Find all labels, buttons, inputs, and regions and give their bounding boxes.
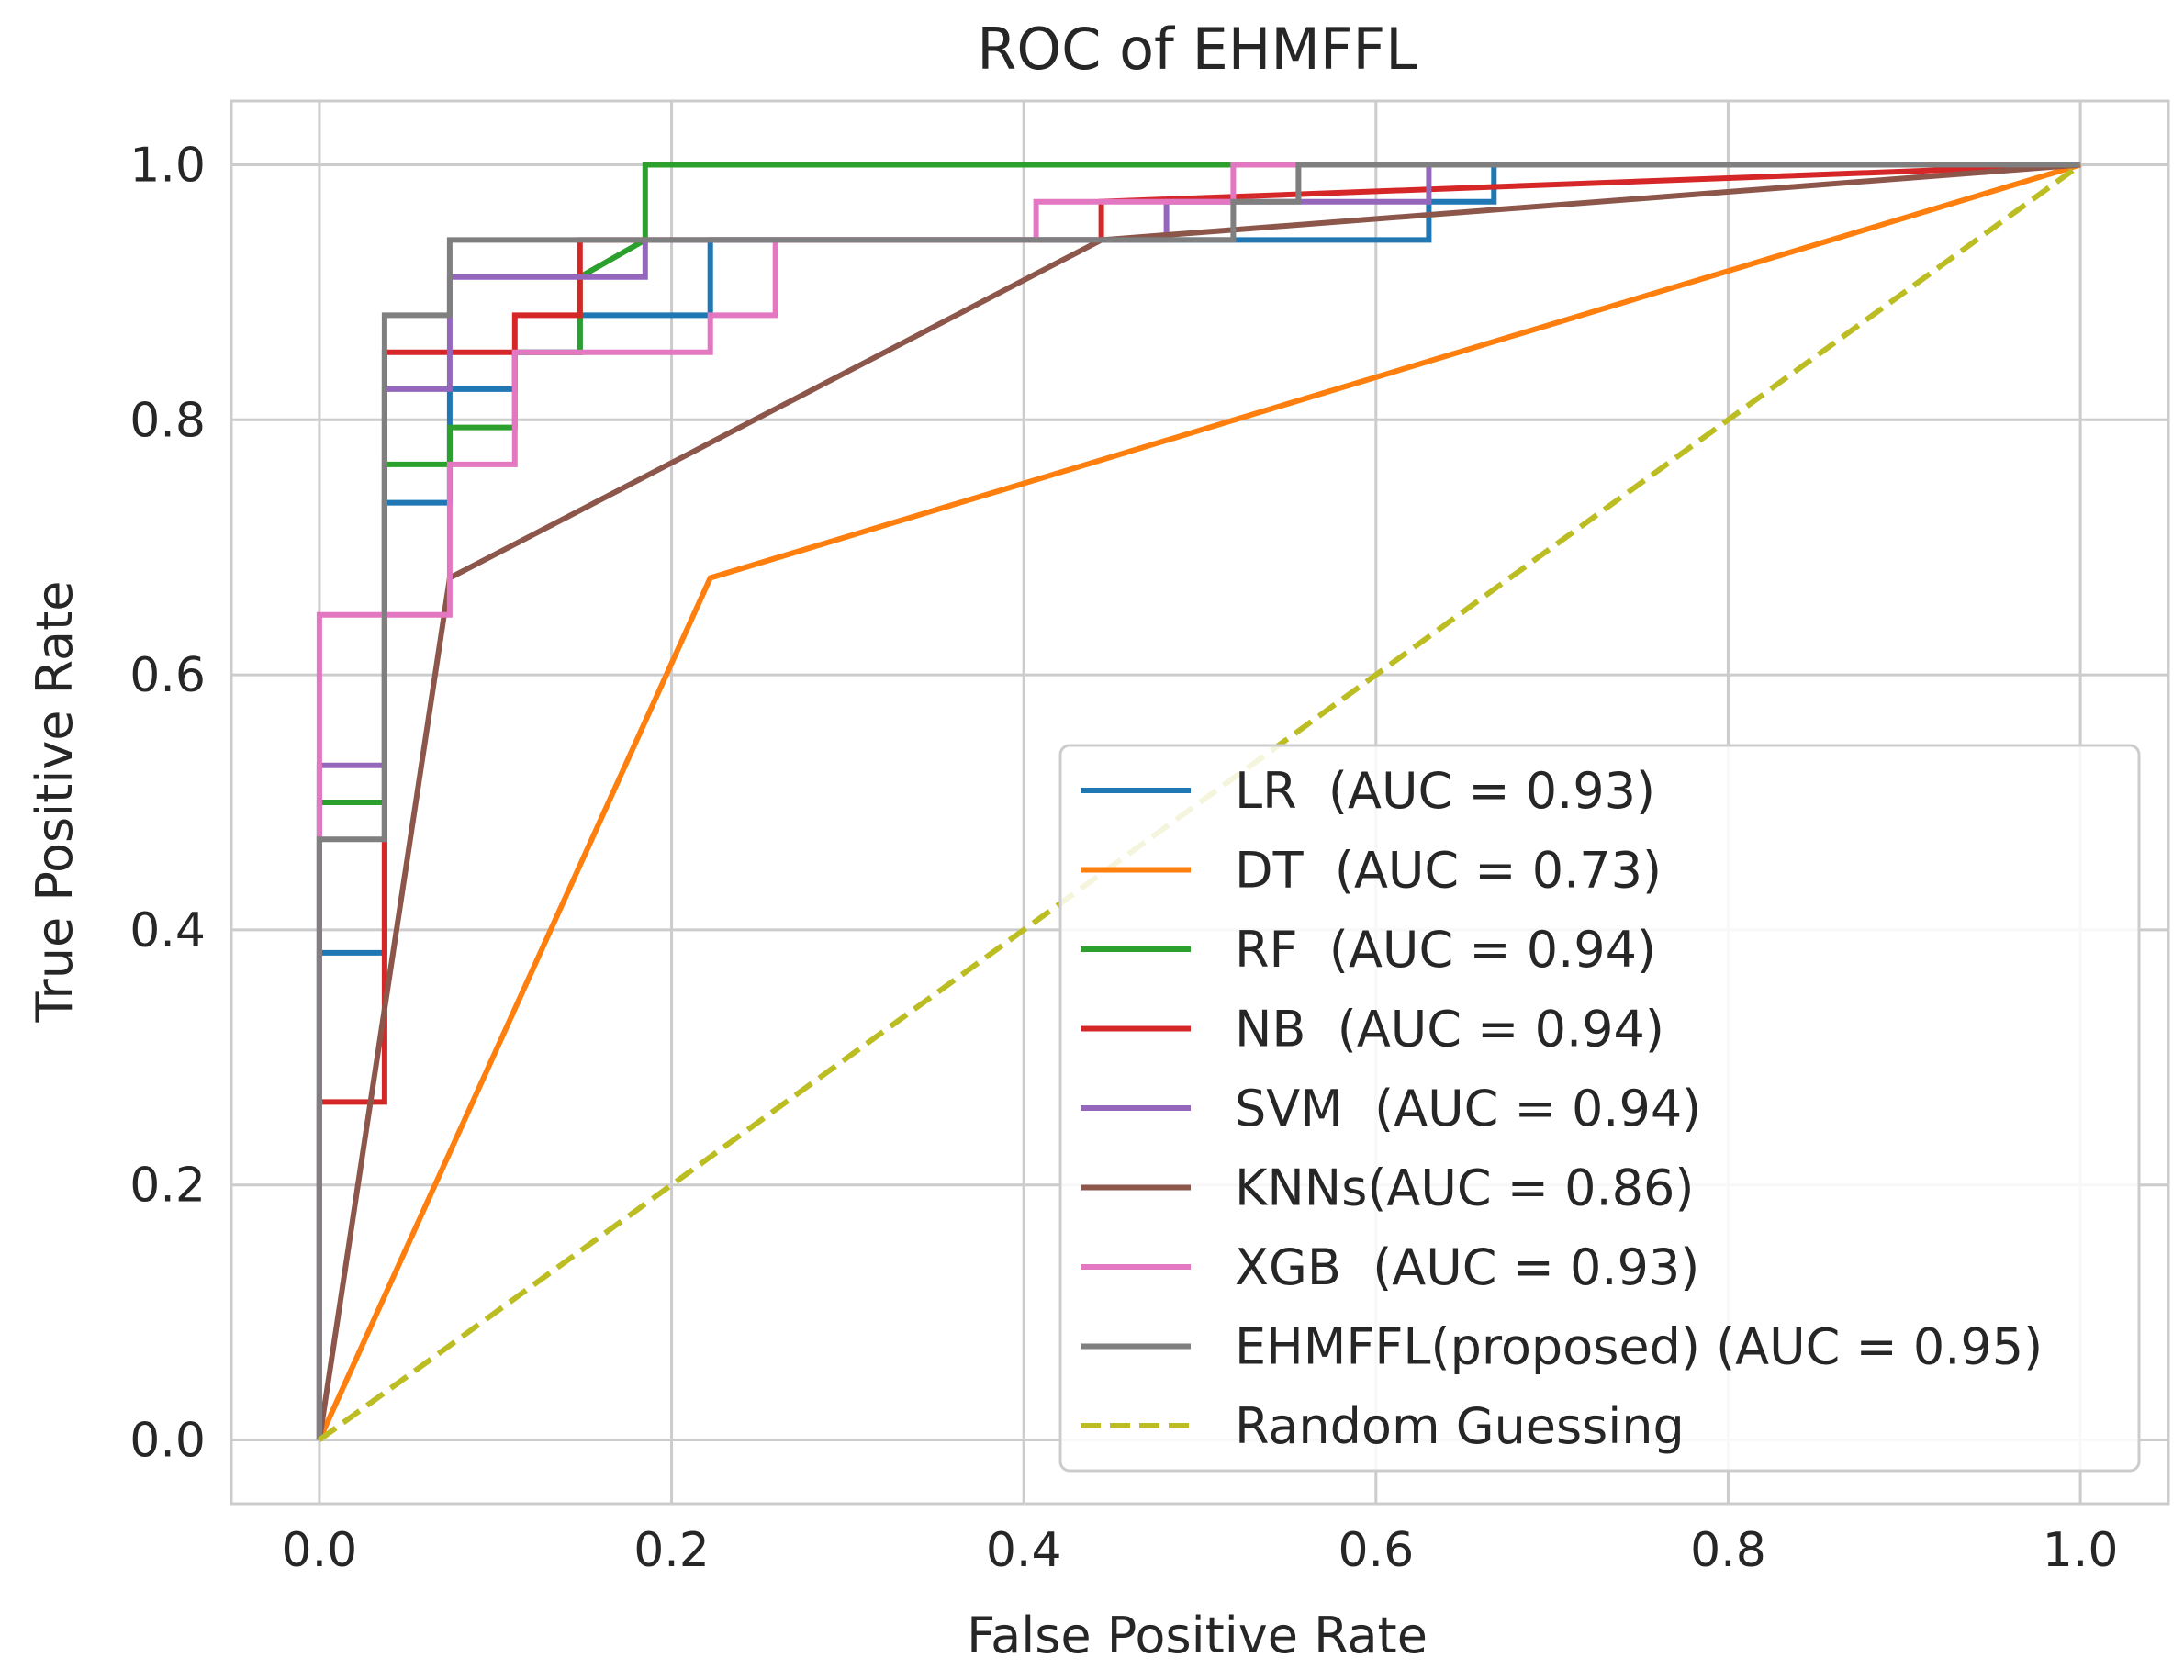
legend-label: XGB (AUC = 0.93) — [1235, 1238, 1699, 1296]
y-tick-label: 0.0 — [129, 1414, 206, 1469]
legend-label: RF (AUC = 0.94) — [1235, 921, 1656, 979]
plot-area — [230, 99, 2170, 1506]
y-tick-label: 0.2 — [129, 1159, 206, 1214]
legend-label: LR (AUC = 0.93) — [1235, 762, 1655, 820]
chart-title: ROC of EHMFFL — [977, 16, 1417, 83]
y-tick-label: 0.4 — [129, 903, 206, 958]
legend-box — [1058, 744, 2141, 1473]
series-line-xgb — [316, 162, 2081, 1440]
legend-label: Random Guessing — [1235, 1397, 1685, 1455]
series-line-ehmffl-proposed — [316, 162, 2081, 1440]
y-tick-label: 0.8 — [129, 393, 206, 448]
y-tick-label: 0.6 — [129, 648, 206, 703]
legend-label: KNNs(AUC = 0.86) — [1235, 1159, 1694, 1217]
x-tick-label: 0.0 — [282, 1523, 358, 1578]
legend: LR (AUC = 0.93) DT (AUC = 0.73) RF (AUC = … — [1058, 744, 2141, 1473]
legend-label: NB (AUC = 0.94) — [1235, 1001, 1664, 1058]
series-line-knns — [316, 162, 2081, 1440]
x-tick-label: 0.4 — [986, 1523, 1062, 1578]
y-axis-label: True Positive Rate — [26, 580, 84, 1023]
x-tick-label: 0.8 — [1690, 1523, 1766, 1578]
y-tick-label: 1.0 — [129, 138, 206, 193]
series-layer — [316, 162, 2082, 1442]
x-tick-label: 0.6 — [1338, 1523, 1414, 1578]
legend-label: SVM (AUC = 0.94) — [1235, 1080, 1701, 1137]
x-ticks: 0.0 0.2 0.4 0.6 0.8 1.0 — [282, 1523, 2119, 1578]
legend-label: DT (AUC = 0.73) — [1235, 842, 1662, 900]
grid — [231, 101, 2168, 1504]
series-line-nb — [316, 162, 2081, 1440]
x-axis-label: False Positive Rate — [967, 1607, 1428, 1664]
legend-label: EHMFFL(proposed) (AUC = 0.95) — [1235, 1318, 2043, 1376]
y-ticks: 0.0 0.2 0.4 0.6 0.8 1.0 — [129, 138, 206, 1468]
x-tick-label: 0.2 — [633, 1523, 710, 1578]
x-tick-label: 1.0 — [2043, 1523, 2119, 1578]
series-line-dt — [317, 162, 2081, 1441]
